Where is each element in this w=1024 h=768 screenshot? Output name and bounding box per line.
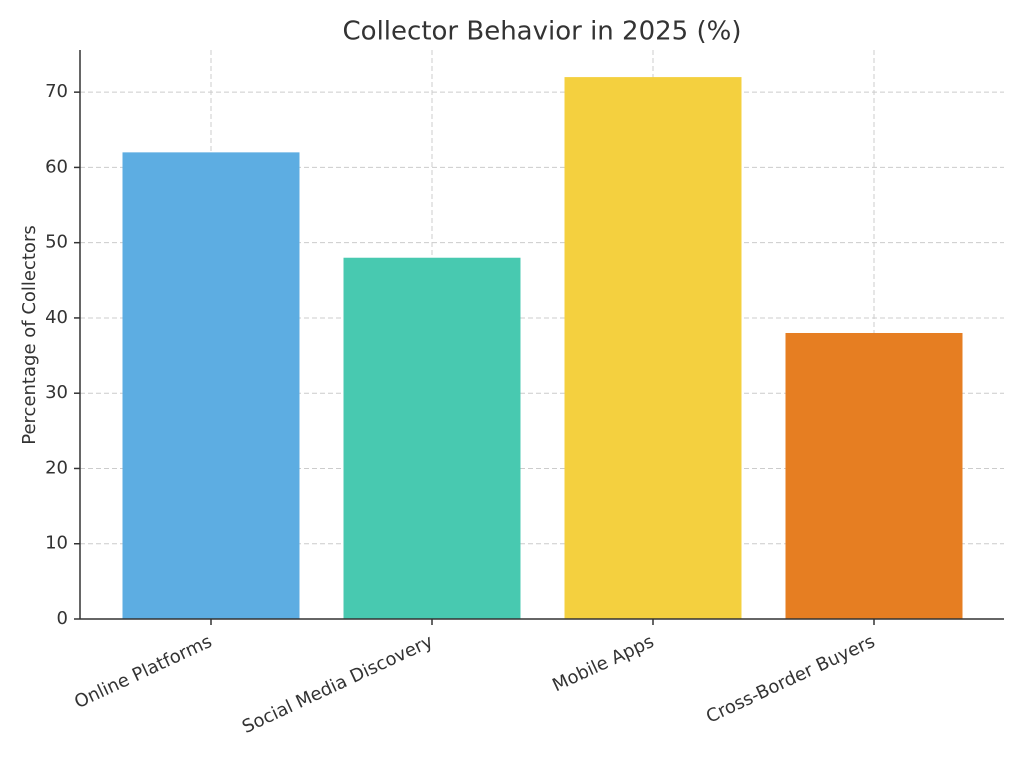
y-tick-label: 40	[45, 307, 68, 328]
y-tick-label: 10	[45, 533, 68, 554]
y-tick-label: 70	[45, 81, 68, 102]
x-tick-label: Social Media Discovery	[239, 631, 437, 738]
y-axis-label: Percentage of Collectors	[19, 225, 40, 444]
bar	[343, 257, 521, 619]
y-tick-label: 60	[45, 156, 68, 177]
x-tick-label: Cross-Border Buyers	[703, 631, 878, 728]
y-tick-label: 20	[45, 457, 68, 478]
bar	[122, 152, 300, 619]
chart-title: Collector Behavior in 2025 (%)	[343, 17, 742, 47]
y-tick-label: 50	[45, 232, 68, 253]
bar	[785, 332, 963, 619]
y-tick-label: 30	[45, 382, 68, 403]
bar	[564, 77, 742, 620]
x-tick-label: Online Platforms	[71, 631, 215, 713]
y-tick-label: 0	[57, 608, 68, 629]
x-tick-label: Mobile Apps	[549, 631, 657, 696]
